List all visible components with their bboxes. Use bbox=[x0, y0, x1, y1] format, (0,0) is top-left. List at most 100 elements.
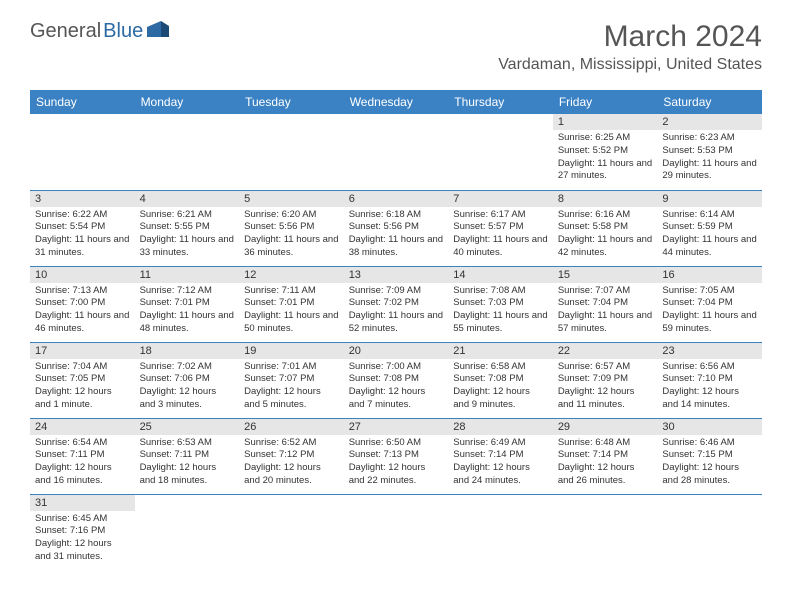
calendar-cell: 9Sunrise: 6:14 AMSunset: 5:59 PMDaylight… bbox=[657, 190, 762, 266]
day-details: Sunrise: 6:45 AMSunset: 7:16 PMDaylight:… bbox=[30, 511, 135, 568]
calendar-cell: 25Sunrise: 6:53 AMSunset: 7:11 PMDayligh… bbox=[135, 418, 240, 494]
day-details: Sunrise: 6:17 AMSunset: 5:57 PMDaylight:… bbox=[448, 207, 553, 264]
day-number: 27 bbox=[344, 419, 449, 435]
logo-word-1: General bbox=[30, 20, 101, 43]
day-number: 5 bbox=[239, 191, 344, 207]
day-number: 15 bbox=[553, 267, 658, 283]
calendar-cell: 8Sunrise: 6:16 AMSunset: 5:58 PMDaylight… bbox=[553, 190, 658, 266]
calendar-cell bbox=[239, 114, 344, 190]
calendar-cell: 20Sunrise: 7:00 AMSunset: 7:08 PMDayligh… bbox=[344, 342, 449, 418]
day-number: 19 bbox=[239, 343, 344, 359]
day-details: Sunrise: 6:18 AMSunset: 5:56 PMDaylight:… bbox=[344, 207, 449, 264]
weekday-header: Friday bbox=[553, 90, 658, 114]
calendar-cell bbox=[657, 494, 762, 570]
calendar-table: Sunday Monday Tuesday Wednesday Thursday… bbox=[30, 90, 762, 570]
calendar-cell bbox=[448, 114, 553, 190]
calendar-row: 10Sunrise: 7:13 AMSunset: 7:00 PMDayligh… bbox=[30, 266, 762, 342]
header: General Blue March 2024 Vardaman, Missis… bbox=[0, 0, 792, 82]
calendar-cell: 10Sunrise: 7:13 AMSunset: 7:00 PMDayligh… bbox=[30, 266, 135, 342]
day-number: 4 bbox=[135, 191, 240, 207]
day-number: 16 bbox=[657, 267, 762, 283]
day-details: Sunrise: 6:22 AMSunset: 5:54 PMDaylight:… bbox=[30, 207, 135, 264]
weekday-header: Sunday bbox=[30, 90, 135, 114]
day-details: Sunrise: 6:49 AMSunset: 7:14 PMDaylight:… bbox=[448, 435, 553, 492]
flag-icon bbox=[147, 21, 169, 42]
calendar-row: 1Sunrise: 6:25 AMSunset: 5:52 PMDaylight… bbox=[30, 114, 762, 190]
weekday-header-row: Sunday Monday Tuesday Wednesday Thursday… bbox=[30, 90, 762, 114]
day-number: 3 bbox=[30, 191, 135, 207]
calendar-cell: 5Sunrise: 6:20 AMSunset: 5:56 PMDaylight… bbox=[239, 190, 344, 266]
calendar-cell bbox=[239, 494, 344, 570]
calendar-cell: 4Sunrise: 6:21 AMSunset: 5:55 PMDaylight… bbox=[135, 190, 240, 266]
day-details: Sunrise: 6:57 AMSunset: 7:09 PMDaylight:… bbox=[553, 359, 658, 416]
calendar-row: 3Sunrise: 6:22 AMSunset: 5:54 PMDaylight… bbox=[30, 190, 762, 266]
calendar-cell: 18Sunrise: 7:02 AMSunset: 7:06 PMDayligh… bbox=[135, 342, 240, 418]
page-title: March 2024 bbox=[498, 20, 762, 54]
calendar-cell: 27Sunrise: 6:50 AMSunset: 7:13 PMDayligh… bbox=[344, 418, 449, 494]
calendar-cell: 15Sunrise: 7:07 AMSunset: 7:04 PMDayligh… bbox=[553, 266, 658, 342]
day-details: Sunrise: 7:00 AMSunset: 7:08 PMDaylight:… bbox=[344, 359, 449, 416]
calendar-cell bbox=[553, 494, 658, 570]
day-details: Sunrise: 7:11 AMSunset: 7:01 PMDaylight:… bbox=[239, 283, 344, 340]
day-details: Sunrise: 6:21 AMSunset: 5:55 PMDaylight:… bbox=[135, 207, 240, 264]
day-details: Sunrise: 7:07 AMSunset: 7:04 PMDaylight:… bbox=[553, 283, 658, 340]
calendar-cell: 16Sunrise: 7:05 AMSunset: 7:04 PMDayligh… bbox=[657, 266, 762, 342]
day-number: 10 bbox=[30, 267, 135, 283]
day-number: 29 bbox=[553, 419, 658, 435]
calendar-cell: 6Sunrise: 6:18 AMSunset: 5:56 PMDaylight… bbox=[344, 190, 449, 266]
day-details: Sunrise: 7:04 AMSunset: 7:05 PMDaylight:… bbox=[30, 359, 135, 416]
calendar-cell: 26Sunrise: 6:52 AMSunset: 7:12 PMDayligh… bbox=[239, 418, 344, 494]
weekday-header: Thursday bbox=[448, 90, 553, 114]
calendar-cell: 3Sunrise: 6:22 AMSunset: 5:54 PMDaylight… bbox=[30, 190, 135, 266]
calendar-row: 24Sunrise: 6:54 AMSunset: 7:11 PMDayligh… bbox=[30, 418, 762, 494]
day-details: Sunrise: 6:53 AMSunset: 7:11 PMDaylight:… bbox=[135, 435, 240, 492]
calendar-cell: 21Sunrise: 6:58 AMSunset: 7:08 PMDayligh… bbox=[448, 342, 553, 418]
day-details: Sunrise: 6:56 AMSunset: 7:10 PMDaylight:… bbox=[657, 359, 762, 416]
weekday-header: Tuesday bbox=[239, 90, 344, 114]
day-details: Sunrise: 6:46 AMSunset: 7:15 PMDaylight:… bbox=[657, 435, 762, 492]
day-number: 1 bbox=[553, 114, 658, 130]
calendar-cell bbox=[448, 494, 553, 570]
weekday-header: Saturday bbox=[657, 90, 762, 114]
day-number: 20 bbox=[344, 343, 449, 359]
day-details: Sunrise: 6:52 AMSunset: 7:12 PMDaylight:… bbox=[239, 435, 344, 492]
day-details: Sunrise: 6:14 AMSunset: 5:59 PMDaylight:… bbox=[657, 207, 762, 264]
calendar-cell: 28Sunrise: 6:49 AMSunset: 7:14 PMDayligh… bbox=[448, 418, 553, 494]
day-number: 25 bbox=[135, 419, 240, 435]
day-number: 22 bbox=[553, 343, 658, 359]
day-number: 8 bbox=[553, 191, 658, 207]
day-details: Sunrise: 6:50 AMSunset: 7:13 PMDaylight:… bbox=[344, 435, 449, 492]
calendar-cell: 23Sunrise: 6:56 AMSunset: 7:10 PMDayligh… bbox=[657, 342, 762, 418]
day-number: 6 bbox=[344, 191, 449, 207]
day-details: Sunrise: 6:58 AMSunset: 7:08 PMDaylight:… bbox=[448, 359, 553, 416]
day-number: 31 bbox=[30, 495, 135, 511]
day-details: Sunrise: 7:05 AMSunset: 7:04 PMDaylight:… bbox=[657, 283, 762, 340]
day-number: 7 bbox=[448, 191, 553, 207]
day-number: 18 bbox=[135, 343, 240, 359]
calendar-cell: 19Sunrise: 7:01 AMSunset: 7:07 PMDayligh… bbox=[239, 342, 344, 418]
day-details: Sunrise: 6:48 AMSunset: 7:14 PMDaylight:… bbox=[553, 435, 658, 492]
day-details: Sunrise: 6:54 AMSunset: 7:11 PMDaylight:… bbox=[30, 435, 135, 492]
day-number: 24 bbox=[30, 419, 135, 435]
calendar-cell bbox=[135, 494, 240, 570]
day-number: 30 bbox=[657, 419, 762, 435]
day-number: 21 bbox=[448, 343, 553, 359]
calendar-cell: 31Sunrise: 6:45 AMSunset: 7:16 PMDayligh… bbox=[30, 494, 135, 570]
day-number: 2 bbox=[657, 114, 762, 130]
calendar-cell: 13Sunrise: 7:09 AMSunset: 7:02 PMDayligh… bbox=[344, 266, 449, 342]
calendar-cell: 30Sunrise: 6:46 AMSunset: 7:15 PMDayligh… bbox=[657, 418, 762, 494]
day-number: 12 bbox=[239, 267, 344, 283]
weekday-header: Monday bbox=[135, 90, 240, 114]
calendar-cell: 29Sunrise: 6:48 AMSunset: 7:14 PMDayligh… bbox=[553, 418, 658, 494]
day-details: Sunrise: 6:25 AMSunset: 5:52 PMDaylight:… bbox=[553, 130, 658, 187]
day-details: Sunrise: 7:12 AMSunset: 7:01 PMDaylight:… bbox=[135, 283, 240, 340]
calendar-cell: 22Sunrise: 6:57 AMSunset: 7:09 PMDayligh… bbox=[553, 342, 658, 418]
calendar-cell: 14Sunrise: 7:08 AMSunset: 7:03 PMDayligh… bbox=[448, 266, 553, 342]
day-number: 11 bbox=[135, 267, 240, 283]
calendar-row: 17Sunrise: 7:04 AMSunset: 7:05 PMDayligh… bbox=[30, 342, 762, 418]
day-number: 17 bbox=[30, 343, 135, 359]
calendar-cell: 17Sunrise: 7:04 AMSunset: 7:05 PMDayligh… bbox=[30, 342, 135, 418]
calendar-row: 31Sunrise: 6:45 AMSunset: 7:16 PMDayligh… bbox=[30, 494, 762, 570]
calendar-cell bbox=[135, 114, 240, 190]
day-number: 13 bbox=[344, 267, 449, 283]
